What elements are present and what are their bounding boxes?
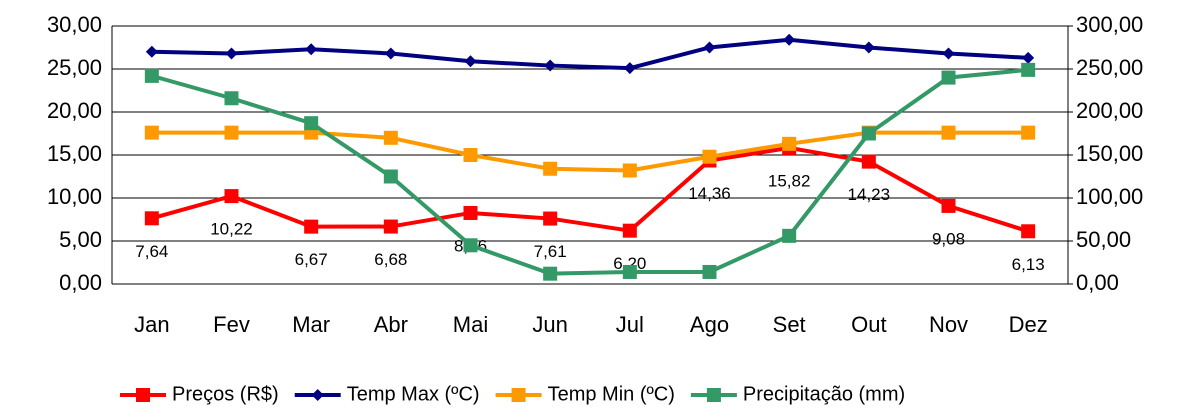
data-point: [783, 33, 796, 46]
data-point: [463, 148, 478, 162]
data-point: [384, 47, 397, 60]
x-tick-label: Abr: [374, 312, 408, 337]
data-point: [224, 125, 239, 140]
x-tick-label: Nov: [929, 312, 968, 337]
y2-tick-label: 300,00: [1076, 12, 1143, 37]
x-tick-label: Ago: [690, 312, 729, 337]
y-tick-label: 25,00: [47, 55, 102, 80]
x-tick-label: Set: [773, 312, 806, 337]
series-line: [151, 145, 1029, 234]
y-tick-label: 30,00: [47, 12, 102, 37]
x-tick-label: Out: [851, 312, 886, 337]
y-tick-label: 15,00: [47, 141, 102, 166]
data-label: 7,64: [135, 242, 168, 261]
legend-marker: [136, 388, 150, 402]
data-point: [145, 45, 158, 58]
y-tick-label: 0,00: [59, 270, 102, 295]
data-label: 7,61: [534, 242, 567, 261]
data-point: [702, 264, 717, 279]
series-line: [151, 67, 1029, 276]
x-tick-label: Jul: [616, 312, 644, 337]
legend-label: Temp Min (ºC): [548, 383, 675, 405]
data-label: 6,20: [613, 254, 646, 273]
x-tick-label: Jan: [134, 312, 169, 337]
data-point: [383, 169, 398, 184]
data-label: 15,82: [768, 171, 811, 190]
data-point: [224, 189, 239, 204]
x-tick-label: Mai: [453, 312, 488, 337]
data-point: [703, 41, 716, 54]
data-point: [1022, 51, 1035, 64]
legend-label: Temp Max (ºC): [347, 383, 480, 405]
data-point: [464, 55, 477, 68]
data-point: [543, 161, 558, 176]
data-point: [304, 219, 319, 234]
data-label: 6,13: [1012, 255, 1045, 274]
data-point: [305, 43, 318, 56]
legend-marker: [311, 389, 324, 401]
data-point: [144, 125, 159, 140]
data-label: 14,36: [688, 184, 731, 203]
y-tick-label: 20,00: [47, 98, 102, 123]
data-point: [702, 149, 717, 164]
data-point: [144, 68, 159, 83]
data-point: [942, 47, 955, 60]
series-line: [151, 37, 1029, 71]
x-tick-label: Fev: [213, 312, 250, 337]
legend-item: Preços (R$): [120, 383, 279, 405]
data-point: [1021, 125, 1036, 140]
y-tick-label: 10,00: [47, 184, 102, 209]
y2-tick-label: 50,00: [1076, 227, 1131, 252]
x-tick-label: Jun: [532, 312, 567, 337]
data-point: [225, 47, 238, 60]
data-point: [463, 205, 478, 220]
data-point: [304, 116, 319, 131]
legend-label: Preços (R$): [172, 383, 279, 405]
data-point: [1021, 224, 1036, 239]
data-point: [144, 211, 159, 226]
data-label: 14,23: [848, 185, 891, 204]
data-point: [862, 41, 875, 54]
x-tick-label: Mar: [292, 312, 330, 337]
data-point: [543, 266, 558, 281]
data-point: [463, 238, 478, 253]
data-point: [1021, 62, 1036, 77]
y2-tick-label: 100,00: [1076, 184, 1143, 209]
data-point: [941, 70, 956, 85]
x-tick-label: Dez: [1009, 312, 1048, 337]
legend-marker: [511, 388, 526, 402]
data-point: [622, 223, 637, 238]
data-point: [861, 154, 876, 169]
data-point: [543, 211, 558, 226]
data-point: [782, 228, 797, 243]
legend-item: Precipitação (mm): [690, 383, 905, 405]
data-label: 6,67: [295, 250, 328, 269]
data-label: 6,68: [374, 250, 407, 269]
data-point: [623, 62, 636, 75]
data-point: [224, 91, 239, 106]
data-point: [861, 126, 876, 141]
legend-item: Temp Max (ºC): [294, 383, 480, 405]
y2-tick-label: 0,00: [1076, 270, 1119, 295]
y2-tick-label: 250,00: [1076, 55, 1143, 80]
data-point: [383, 219, 398, 234]
y2-tick-label: 150,00: [1076, 141, 1143, 166]
data-label: 10,22: [210, 220, 253, 239]
data-point: [622, 264, 637, 279]
data-point: [782, 136, 797, 151]
data-point: [383, 130, 398, 145]
data-point: [941, 198, 956, 213]
legend-label: Precipitação (mm): [743, 383, 905, 405]
legend-item: Temp Min (ºC): [495, 383, 675, 405]
y2-tick-label: 200,00: [1076, 98, 1143, 123]
y-tick-label: 5,00: [59, 227, 102, 252]
series-line: [151, 130, 1029, 173]
data-point: [544, 59, 557, 72]
legend-marker: [706, 388, 721, 402]
data-point: [622, 163, 637, 178]
data-point: [941, 125, 956, 140]
data-label: 9,08: [932, 229, 965, 248]
